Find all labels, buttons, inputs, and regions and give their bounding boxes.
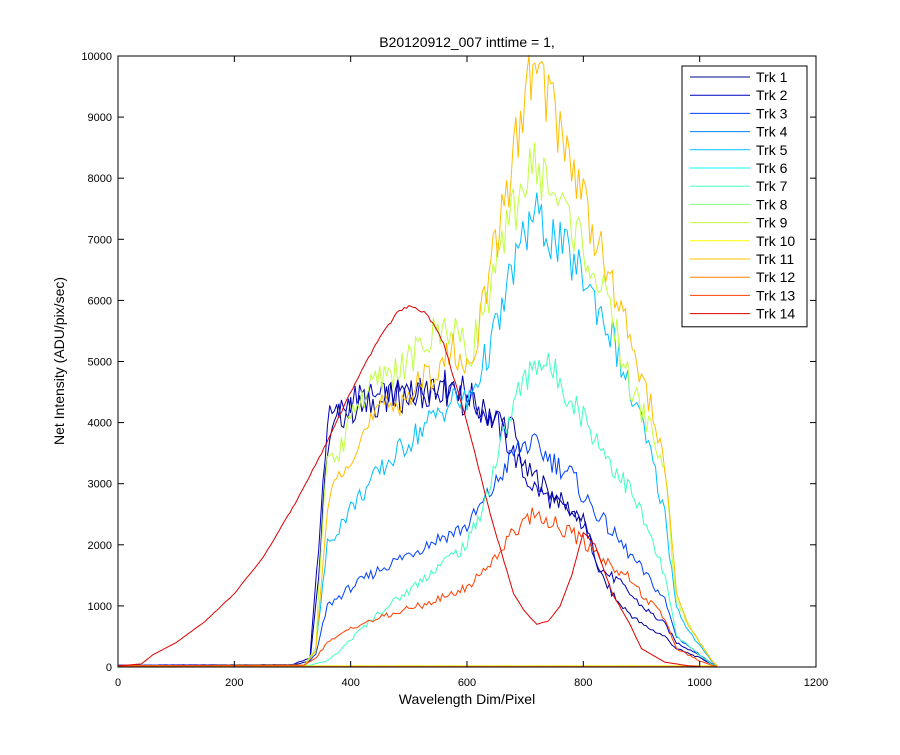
legend-label: Trk 8 bbox=[756, 196, 788, 212]
y-tick-label: 9000 bbox=[88, 112, 112, 124]
legend-label: Trk 9 bbox=[756, 215, 788, 231]
legend: Trk 1 Trk 2 Trk 3 Trk 4 Trk 5 Trk 6 Trk 7 Trk 8… bbox=[682, 66, 807, 327]
y-tick-label: 2000 bbox=[88, 540, 112, 552]
y-tick-label: 0 bbox=[106, 662, 112, 674]
legend-label: Trk 10 bbox=[756, 233, 795, 249]
y-tick-label: 1000 bbox=[88, 601, 112, 613]
x-axis-label: Wavelength Dim/Pixel bbox=[399, 691, 535, 707]
x-tick-label: 1000 bbox=[687, 677, 711, 689]
legend-label: Trk 11 bbox=[756, 251, 794, 267]
legend-label: Trk 1 bbox=[756, 69, 788, 85]
legend-label: Trk 14 bbox=[756, 306, 795, 322]
legend-label: Trk 12 bbox=[756, 269, 795, 285]
y-tick-label: 4000 bbox=[88, 418, 112, 430]
legend-label: Trk 5 bbox=[756, 142, 788, 158]
x-tick-label: 400 bbox=[341, 677, 359, 689]
y-tick-label: 5000 bbox=[88, 357, 112, 369]
legend-label: Trk 6 bbox=[756, 160, 788, 176]
legend-label: Trk 3 bbox=[756, 105, 788, 121]
x-tick-label: 600 bbox=[458, 677, 476, 689]
y-tick-label: 3000 bbox=[88, 479, 112, 491]
legend-label: Trk 4 bbox=[756, 124, 788, 140]
x-tick-label: 200 bbox=[225, 677, 243, 689]
legend-label: Trk 7 bbox=[756, 178, 788, 194]
y-tick-label: 10000 bbox=[81, 51, 112, 63]
y-tick-label: 8000 bbox=[88, 173, 112, 185]
y-tick-label: 7000 bbox=[88, 234, 112, 246]
x-tick-label: 800 bbox=[574, 677, 592, 689]
legend-label: Trk 13 bbox=[756, 287, 795, 303]
y-axis-label: Net Intensity (ADU/pix/sec) bbox=[51, 277, 67, 445]
chart-title: B20120912_007 inttime = 1, bbox=[379, 34, 555, 50]
x-tick-label: 1200 bbox=[804, 677, 828, 689]
legend-label: Trk 2 bbox=[756, 87, 788, 103]
y-tick-label: 6000 bbox=[88, 295, 112, 307]
x-tick-label: 0 bbox=[115, 677, 121, 689]
